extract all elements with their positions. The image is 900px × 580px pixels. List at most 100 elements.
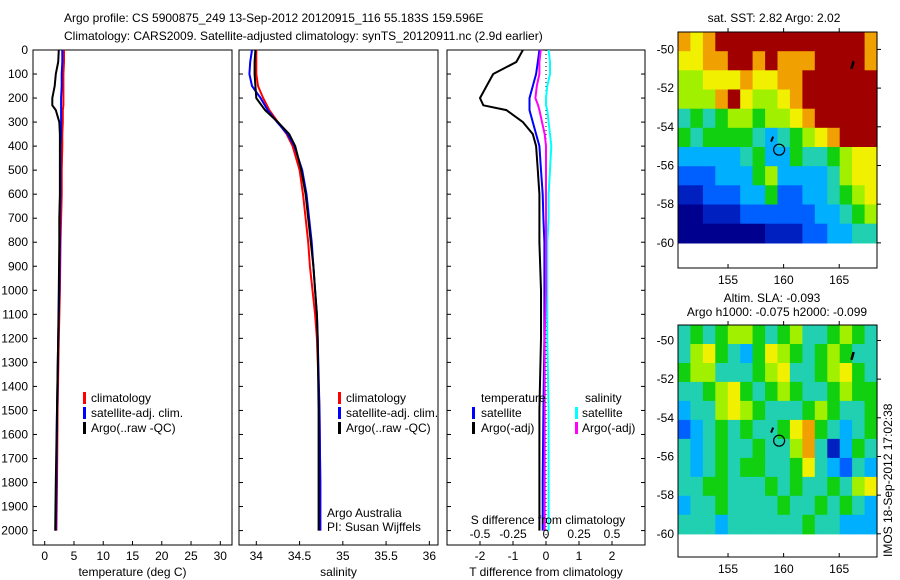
heatmap-cell — [839, 344, 853, 364]
heatmap-cell — [715, 51, 729, 71]
x-tick-label: 10 — [97, 549, 111, 563]
legend-title-temperature: temperature — [481, 391, 546, 405]
heatmap-cell — [827, 381, 841, 402]
map-y-tick-label: -56 — [657, 449, 675, 463]
heatmap-cell — [715, 438, 729, 459]
heatmap-cell — [814, 70, 828, 91]
heatmap-cell — [777, 344, 791, 364]
map-y-tick-label: -52 — [657, 81, 675, 95]
heatmap-cell — [777, 32, 791, 52]
heatmap-cell — [740, 457, 754, 478]
heatmap-cell — [727, 476, 741, 497]
heatmap-cell — [752, 381, 766, 402]
heatmap-cell — [827, 166, 841, 186]
heatmap-cell — [765, 108, 779, 129]
x-tick-label: 35.5 — [374, 549, 398, 563]
heatmap-cell — [690, 32, 704, 52]
heatmap-cell — [864, 32, 878, 52]
heatmap-cell — [852, 457, 866, 478]
heatmap-cell — [852, 476, 866, 497]
y-tick-label: 800 — [8, 235, 28, 249]
x-axis-label: temperature (deg C) — [78, 565, 186, 579]
heatmap-cell — [864, 438, 878, 459]
heatmap-cell — [715, 344, 729, 364]
map-x-tick-label: 160 — [774, 273, 794, 287]
y-tick-label: 500 — [8, 163, 28, 177]
sla-map-subtitle: Argo h1000: -0.075 h2000: -0.099 — [687, 305, 867, 319]
heatmap-cell — [765, 223, 779, 244]
legend-swatch — [472, 422, 475, 434]
x2-tick-label: -0.25 — [499, 527, 527, 541]
heatmap-cell — [839, 457, 853, 478]
heatmap-cell — [702, 438, 716, 459]
heatmap-cell — [752, 185, 766, 206]
heatmap-cell — [765, 185, 779, 206]
y-tick-label: 1500 — [1, 403, 28, 417]
attribution-line1: Argo Australia — [327, 506, 402, 520]
heatmap-cell — [852, 381, 866, 402]
y-tick-label: 1200 — [1, 331, 28, 345]
heatmap-cell — [814, 108, 828, 129]
heatmap-cell — [827, 325, 841, 345]
y-tick-label: 900 — [8, 259, 28, 273]
heatmap-cell — [678, 457, 691, 478]
heatmap-cell — [765, 70, 779, 91]
heatmap-cell — [852, 419, 866, 440]
series-s-argo-adj- — [534, 49, 547, 531]
heatmap-cell — [777, 51, 791, 71]
heatmap-cell — [852, 325, 866, 345]
heatmap-cell — [752, 127, 766, 148]
map-y-tick-label: -58 — [657, 197, 675, 211]
series-argo-raw-qc- — [253, 49, 320, 531]
heatmap-cell — [814, 185, 828, 206]
x-tick-label: 2 — [609, 549, 616, 563]
heatmap-cell — [839, 400, 853, 421]
heatmap-cell — [777, 363, 791, 383]
heatmap-cell — [727, 185, 741, 206]
legend-label-salinity-argo: Argo(-adj) — [582, 421, 635, 435]
heatmap-cell — [690, 363, 704, 383]
heatmap-cell — [752, 89, 766, 110]
heatmap-cell — [839, 363, 853, 383]
heatmap-cell — [752, 32, 766, 52]
heatmap-cell — [827, 476, 841, 497]
heatmap-cell — [727, 381, 741, 402]
heatmap-cell — [777, 89, 791, 110]
legend-swatch — [338, 422, 341, 434]
heatmap-cell — [827, 344, 841, 364]
heatmap-cell — [740, 70, 754, 91]
heatmap-cell — [678, 363, 691, 383]
heatmap-cell — [715, 166, 729, 186]
y-tick-label: 1400 — [1, 379, 28, 393]
temperature-profile-axes — [32, 49, 233, 546]
heatmap-cell — [690, 89, 704, 110]
heatmap-cell — [802, 400, 816, 421]
heatmap-cell — [690, 495, 704, 516]
x-tick-label: 15 — [126, 549, 140, 563]
heatmap-cell — [740, 381, 754, 402]
heatmap-cell — [802, 457, 816, 478]
heatmap-cell — [777, 223, 791, 244]
heatmap-cell — [839, 70, 853, 91]
heatmap-cell — [690, 344, 704, 364]
heatmap-cell — [852, 204, 866, 225]
heatmap-cell — [752, 457, 766, 478]
heatmap-cell — [752, 166, 766, 186]
heatmap-cell — [852, 438, 866, 459]
heatmap-cell — [827, 363, 841, 383]
heatmap-cell — [727, 89, 741, 110]
heatmap-cell — [702, 32, 716, 52]
heatmap-cell — [678, 514, 691, 535]
heatmap-cell — [727, 344, 741, 364]
heatmap-cell — [752, 495, 766, 516]
heatmap-cell — [752, 514, 766, 535]
heatmap-cell — [864, 476, 878, 497]
heatmap-cell — [814, 127, 828, 148]
heatmap-cell — [802, 325, 816, 345]
heatmap-cell — [715, 108, 729, 129]
heatmap-cell — [690, 147, 704, 167]
heatmap-cell — [740, 476, 754, 497]
heatmap-cell — [715, 185, 729, 206]
heatmap-cell — [802, 32, 816, 52]
heatmap-cell — [814, 438, 828, 459]
